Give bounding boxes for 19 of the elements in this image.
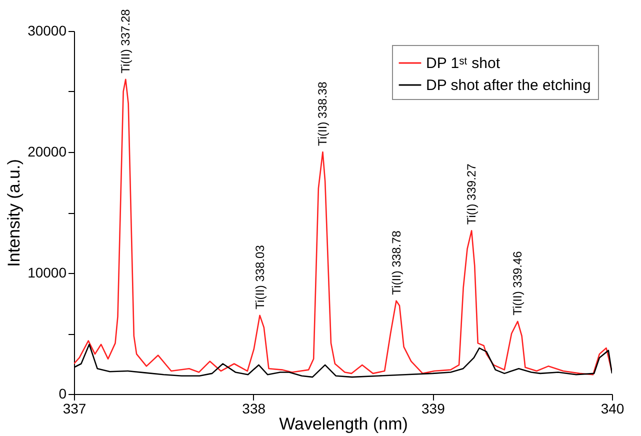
legend-label: DP 1ˢᵗ shot [426,55,501,72]
x-tick-label: 338 [242,400,266,416]
annotation: Ti(II) 338.78 [389,230,404,295]
y-axis-title: Intensity (a.u.) [4,159,24,267]
y-tick-label: 20000 [28,144,67,160]
y-tick-label: 30000 [28,22,67,38]
annotation: Ti(II) 338.38 [316,81,330,146]
annotation: Ti(II) 337.28 [118,8,133,74]
x-tick-label: 339 [421,400,446,416]
x-axis-title: Wavelength (nm) [279,414,408,434]
annotation: Ti(I) 339.27 [464,163,479,225]
line-series [74,78,612,376]
x-tick-label: 340 [600,400,624,416]
x-tick-label: 337 [62,400,86,416]
annotation: Ti(II) 339.46 [510,250,525,316]
legend-label: DP shot after the etching [426,77,591,94]
y-tick-label: 0 [58,386,67,402]
annotation: Ti(II) 338.03 [252,244,267,310]
y-tick-label: 10000 [28,264,67,280]
